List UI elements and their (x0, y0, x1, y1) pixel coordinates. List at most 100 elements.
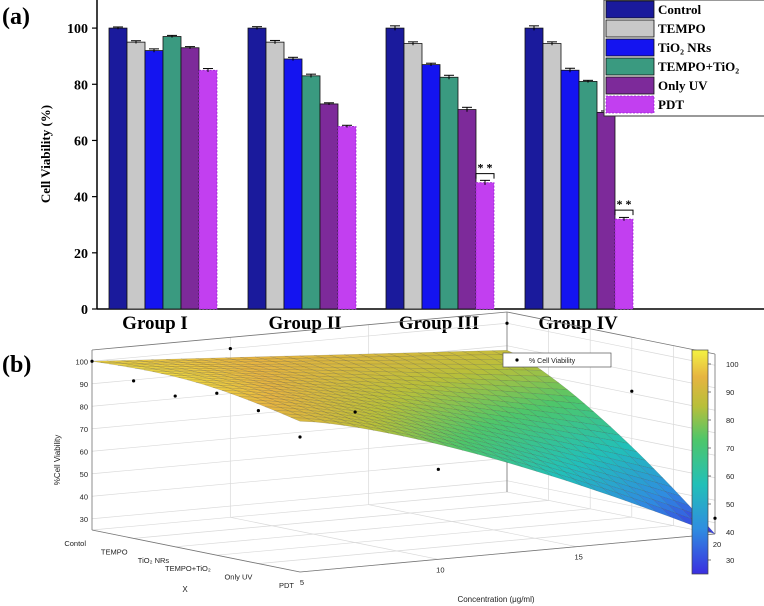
y-axis-label: Cell Viability (%) (38, 105, 53, 203)
y-tick-label: 20 (74, 247, 88, 262)
grid-line (368, 504, 577, 548)
legend-label: Control (658, 2, 701, 17)
surface-patch (498, 456, 523, 468)
legend-swatch (605, 76, 655, 95)
bar (596, 111, 616, 310)
surface-chart-panel: 30 40 50 60 70 80 90 100 %Cell Viability Contol TE… (53, 311, 739, 604)
significance-label: * * (617, 197, 632, 211)
significance-bracket (475, 173, 495, 179)
y-tick-label: 0 (81, 303, 88, 318)
y-tick-label: 5 (300, 578, 304, 587)
legend-swatch (605, 0, 655, 19)
scatter-point (228, 346, 232, 351)
surface-patch (409, 434, 434, 444)
surface-patch (365, 426, 389, 434)
legend-label: Only UV (658, 78, 708, 93)
colorbar-tick-label: 30 (726, 556, 734, 565)
scatter-points (90, 321, 717, 520)
bar (126, 41, 146, 310)
x-category-label: TiO₂ NRs (138, 556, 170, 565)
legend-swatch (605, 57, 655, 76)
bar (421, 64, 441, 310)
legend-label: % Cell Viability (529, 358, 576, 365)
y-tick-label: 10 (436, 565, 444, 574)
scatter-point (173, 394, 177, 398)
plot-box-edge (299, 533, 716, 573)
significance-bracket (614, 209, 634, 216)
panel-a-label: (a) (2, 4, 30, 30)
legend-swatch (605, 19, 655, 38)
scatter-point (90, 359, 94, 363)
bar (180, 47, 200, 310)
y-axis-label: Concentration (μg/ml) (457, 595, 534, 604)
grid-line (175, 328, 591, 548)
z-tick-label: 70 (80, 425, 88, 434)
plot-box-edge (506, 311, 716, 355)
surface-patch (350, 423, 375, 431)
z-tick-label: 100 (75, 357, 88, 366)
bar (560, 69, 580, 310)
z-tick-label: 60 (80, 447, 88, 456)
legend-label: PDT (658, 97, 684, 112)
scatter-point (436, 467, 440, 471)
bar (319, 103, 339, 310)
panel-b-label: (b) (2, 352, 31, 378)
surface-patch (291, 417, 315, 423)
bar (247, 27, 267, 310)
x-category-label: TEMPO+TiO₂ (165, 564, 211, 573)
scatter-point (505, 321, 509, 325)
bar (614, 218, 634, 310)
bar (457, 109, 477, 310)
legend: Control TEMPO TiO₂ NRs TEMPO+TiO₂ Only UV PDT (603, 0, 764, 117)
bar (108, 27, 128, 310)
bar (403, 43, 423, 310)
y-tick-label: 40 (74, 191, 88, 206)
x-category-label: Contol (64, 539, 86, 548)
surface-patch (661, 508, 686, 523)
surface-patch (572, 478, 597, 491)
bar (265, 41, 285, 310)
scatter-point (298, 435, 302, 439)
legend-swatch (605, 38, 655, 57)
colorbar-tick-label: 40 (726, 528, 734, 537)
legend-label: TEMPO (658, 21, 706, 36)
bar (162, 36, 182, 310)
x-category-label: TEMPO (101, 547, 128, 556)
bar (337, 126, 357, 310)
plot-box-edge (91, 311, 508, 351)
legend-swatch (605, 95, 655, 114)
bar (301, 75, 321, 310)
x-category-label: Group I (122, 313, 188, 334)
colorbar: 30 40 50 60 70 80 90 100 (691, 349, 739, 575)
surface-patch (528, 465, 553, 477)
grid-line (230, 516, 439, 560)
scatter-point (630, 389, 634, 393)
bar (385, 27, 405, 310)
x-category-label: Group IV (538, 313, 618, 334)
bar (578, 81, 598, 310)
surface-legend: % Cell Viability (502, 352, 612, 368)
scatter-point (353, 410, 357, 414)
scatter-point (215, 391, 219, 395)
x-category-label: PDT (279, 581, 294, 590)
x-axis-label: X (182, 585, 188, 594)
y-tick-label: 20 (713, 540, 721, 549)
scatter-point (132, 379, 136, 383)
colorbar-tick-label: 70 (726, 444, 734, 453)
z-tick-label: 90 (80, 380, 88, 389)
scatter-point (256, 409, 260, 413)
z-tick-label: 50 (80, 470, 88, 479)
significance-label: * * (478, 161, 493, 175)
colorbar-tick-label: 50 (726, 500, 734, 509)
legend-box (502, 352, 612, 368)
colorbar-tick-label: 80 (726, 416, 734, 425)
x-category-label: Group III (399, 313, 479, 334)
plot-box-edge (91, 529, 301, 573)
surface-patch (513, 460, 538, 472)
colorbar-tick-label: 60 (726, 472, 734, 481)
y-tick-label: 100 (67, 22, 88, 37)
bar (439, 76, 459, 310)
colorbar-gradient (691, 349, 709, 575)
surface-patch (395, 431, 419, 440)
